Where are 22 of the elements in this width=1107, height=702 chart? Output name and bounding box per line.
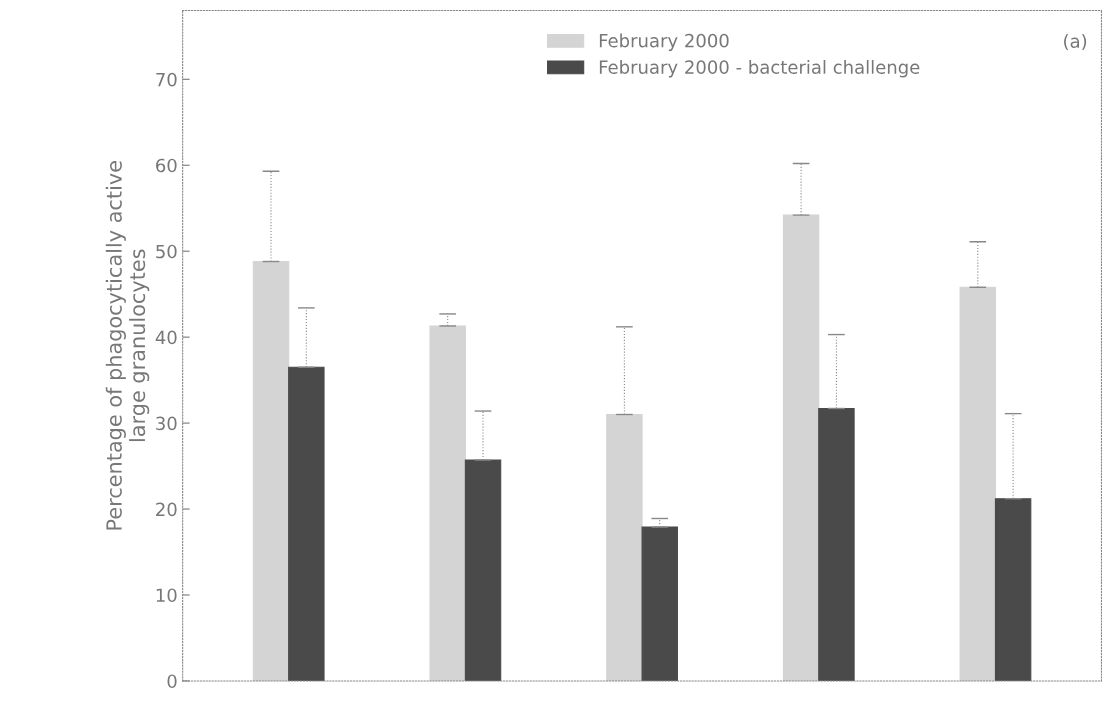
bar: [994, 498, 1032, 681]
y-tick-label: 10: [156, 588, 177, 603]
y-tick-label: 50: [156, 244, 177, 259]
annotation: (a): [1064, 34, 1087, 51]
y-tick-label: 70: [156, 72, 177, 87]
y-tick-label: 20: [156, 502, 177, 517]
bar: [959, 286, 997, 681]
bar: [464, 459, 502, 681]
bar: [606, 413, 643, 681]
bar: [641, 526, 678, 681]
bar: [252, 260, 290, 681]
bar: [288, 366, 325, 681]
y-tick-label: 40: [155, 330, 177, 345]
y-tick-label: 60: [156, 158, 177, 173]
bar: [429, 325, 466, 681]
bar: [782, 214, 820, 681]
y-tick-label: 0: [167, 674, 177, 689]
y-tick-label: 30: [156, 416, 177, 431]
y-axis-title: Percentage of phagocytically active large granulocytes: [105, 161, 150, 530]
legend-label: February 2000 - bacterial challenge: [599, 59, 920, 78]
legend-label: February 2000: [599, 33, 729, 51]
bar: [818, 407, 855, 681]
